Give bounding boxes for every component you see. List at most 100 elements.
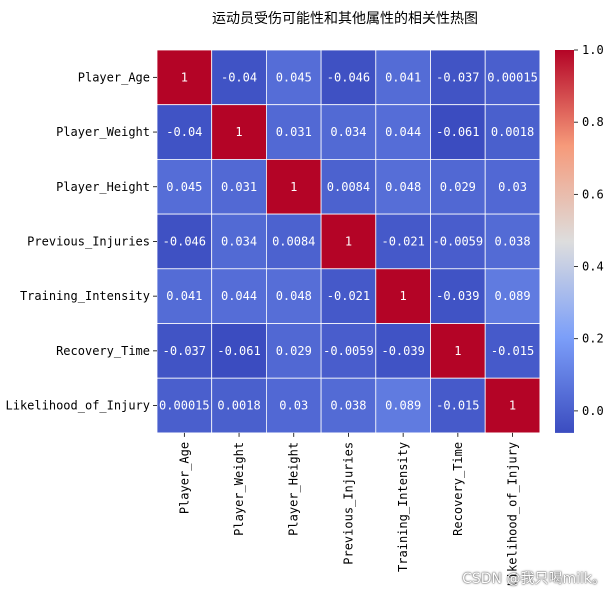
- heatmap-cell: [320, 323, 377, 379]
- colorbar-tick-label: 0.8: [582, 115, 604, 129]
- column-tick-label: Recovery_Time: [451, 442, 465, 536]
- colorbar-tick-label: 1.0: [582, 43, 604, 57]
- cell-value-label: -0.061: [436, 125, 479, 139]
- column-tick-label: Player_Weight: [232, 442, 246, 536]
- colorbar-tick-label: 0.6: [582, 187, 604, 201]
- heatmap-cell: [320, 377, 377, 434]
- heatmap-cell: [320, 213, 377, 270]
- heatmap-cell: [375, 158, 431, 215]
- heatmap-cells: 1 -0.04 0.045 -0.046 0.041 -0.037 0.00015 -0.04…: [156, 49, 541, 434]
- cell-value-label: 0.00015: [487, 70, 538, 84]
- cell-value-label: -0.021: [381, 234, 424, 248]
- cell-value-label: -0.037: [163, 344, 206, 358]
- heatmap-cell: [265, 323, 322, 379]
- heatmap-cell: [430, 158, 486, 215]
- heatmap-cell: [156, 49, 213, 106]
- row-tick-label: Player_Age: [78, 70, 150, 84]
- cell-value-label: 1: [509, 399, 516, 413]
- row-tick-label: Previous_Injuries: [27, 234, 150, 248]
- cell-value-label: -0.037: [436, 70, 479, 84]
- cell-value-label: 0.045: [276, 70, 312, 84]
- heatmap-cell: [375, 377, 431, 434]
- column-tick-label: Previous_Injuries: [341, 442, 355, 565]
- cell-value-label: 0.0018: [217, 399, 260, 413]
- heatmap-cell: [265, 377, 322, 434]
- heatmap-cell: [430, 377, 486, 434]
- heatmap-cell: [211, 49, 267, 106]
- cell-value-label: 0.089: [494, 289, 530, 303]
- colorbar-tick-label: 0.0: [582, 404, 604, 418]
- cell-value-label: 0.048: [385, 180, 421, 194]
- cell-value-label: 0.029: [276, 344, 312, 358]
- colorbar-gradient: [555, 50, 574, 433]
- heatmap-cell: [211, 213, 267, 270]
- cell-value-label: 0.03: [498, 180, 527, 194]
- heatmap-cell: [375, 323, 431, 379]
- cell-value-label: -0.04: [221, 70, 257, 84]
- cell-value-label: -0.04: [166, 125, 202, 139]
- colorbar: 0.0 0.2 0.4 0.6 0.8 1.0: [555, 43, 604, 433]
- cell-value-label: 0.0018: [491, 125, 534, 139]
- heatmap-cell: [156, 377, 213, 434]
- cell-value-label: -0.015: [491, 344, 534, 358]
- heatmap-cell: [375, 104, 431, 160]
- heatmap-cell: [265, 49, 322, 106]
- column-tick-labels: Player_Age Player_Weight Player_Height Prev…: [177, 432, 520, 587]
- heatmap-cell: [484, 104, 541, 160]
- heatmap-cell: [211, 158, 267, 215]
- cell-value-label: -0.0059: [323, 344, 374, 358]
- watermark-text: CSDN @我只喝milk。: [462, 571, 606, 587]
- colorbar-tick-label: 0.2: [582, 332, 604, 346]
- cell-value-label: 1: [290, 180, 297, 194]
- heatmap-cell: [484, 377, 541, 434]
- heatmap-cell: [484, 323, 541, 379]
- colorbar-tick-label: 0.4: [582, 260, 604, 274]
- cell-value-label: 1: [345, 234, 352, 248]
- cell-value-label: -0.039: [381, 344, 424, 358]
- heatmap-cell: [156, 323, 213, 379]
- cell-value-label: 0.031: [276, 125, 312, 139]
- cell-value-label: 1: [181, 70, 188, 84]
- column-tick-label: Player_Age: [177, 442, 191, 514]
- cell-value-label: 0.0084: [272, 234, 315, 248]
- cell-value-label: -0.015: [436, 399, 479, 413]
- cell-value-label: -0.061: [217, 344, 260, 358]
- cell-value-label: 0.089: [385, 399, 421, 413]
- cell-value-label: 0.031: [221, 180, 257, 194]
- cell-value-label: 0.041: [166, 289, 202, 303]
- heatmap-cell: [265, 268, 322, 324]
- cell-value-label: 0.00015: [159, 399, 210, 413]
- cell-value-label: 0.034: [221, 234, 257, 248]
- cell-value-label: 1: [400, 289, 407, 303]
- cell-value-label: 0.038: [330, 399, 366, 413]
- heatmap-cell: [430, 49, 486, 106]
- heatmap-cell: [320, 158, 377, 215]
- cell-value-label: 0.044: [385, 125, 421, 139]
- chart-title: 运动员受伤可能性和其他属性的相关性热图: [212, 11, 478, 27]
- cell-value-label: 0.045: [166, 180, 202, 194]
- cell-value-label: 0.03: [279, 399, 308, 413]
- cell-value-label: 1: [454, 344, 461, 358]
- cell-value-label: -0.039: [436, 289, 479, 303]
- column-tick-label: Player_Height: [287, 442, 301, 536]
- cell-value-label: 0.041: [385, 70, 421, 84]
- cell-value-label: -0.046: [327, 70, 370, 84]
- cell-value-label: 0.029: [440, 180, 476, 194]
- cell-value-label: -0.021: [327, 289, 370, 303]
- column-tick-label: Likelihood_of_Injury: [506, 442, 520, 587]
- heatmap-cell: [320, 49, 377, 106]
- cell-value-label: 0.044: [221, 289, 257, 303]
- column-tick-label: Training_Intensity: [396, 442, 410, 572]
- row-tick-labels: Player_Age Player_Weight Player_Height Prev…: [6, 70, 157, 413]
- heatmap-cell: [484, 158, 541, 215]
- heatmap-cell: [265, 158, 322, 215]
- row-tick-label: Player_Weight: [56, 125, 150, 139]
- heatmap-cell: [484, 213, 541, 270]
- row-tick-label: Player_Height: [56, 180, 150, 194]
- heatmap-cell: [156, 213, 213, 270]
- heatmap-cell: [430, 213, 486, 270]
- cell-value-label: 0.0084: [327, 180, 370, 194]
- heatmap-cell: [211, 323, 267, 379]
- cell-value-label: 0.048: [276, 289, 312, 303]
